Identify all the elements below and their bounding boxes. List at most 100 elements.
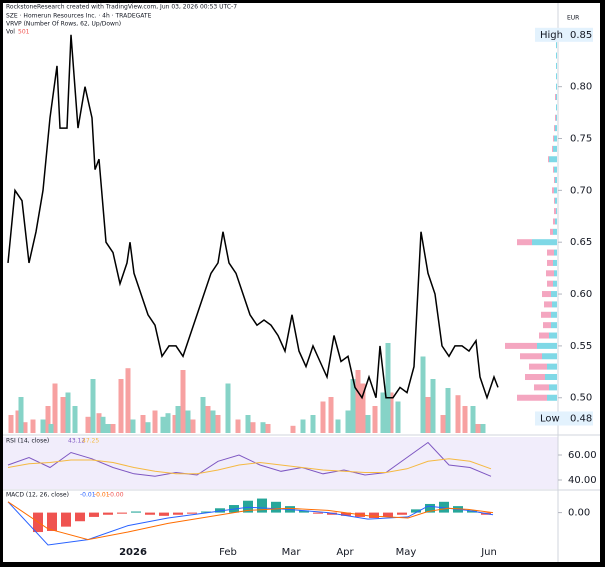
macd-histogram [341, 512, 351, 516]
volume-bar [140, 415, 146, 433]
macd-histogram [89, 512, 99, 517]
profile-up [555, 125, 557, 132]
volume-bar [380, 392, 386, 433]
profile-up [542, 353, 557, 360]
volume-bar [118, 379, 124, 433]
high-value: 0.85 [570, 30, 592, 41]
macd-histogram [201, 511, 211, 513]
profile-down [554, 125, 555, 132]
x-tick-label: Mar [282, 547, 302, 558]
profile-down [547, 249, 554, 256]
legend-value: 47.25 [82, 438, 99, 445]
volume-bar [360, 383, 366, 433]
profile-up [556, 42, 557, 49]
volume-bar [175, 406, 181, 433]
volume-bar [65, 392, 71, 433]
rsi-pane [3, 437, 558, 489]
y-tick-label: 0.65 [570, 237, 592, 248]
volume-bar [60, 397, 66, 433]
volume-bar [152, 410, 158, 433]
profile-up [553, 280, 557, 287]
macd-line [7, 501, 494, 541]
macd-histogram [313, 512, 323, 514]
volume-bar [185, 410, 191, 433]
rsi-legend: RSI (14, close) [6, 438, 49, 445]
macd-histogram [117, 512, 127, 514]
profile-down [553, 166, 554, 173]
volume-bar [245, 415, 251, 433]
macd-histogram [215, 508, 225, 513]
high-tag [535, 27, 593, 42]
volume-bar [145, 422, 151, 433]
macd-histogram [397, 512, 407, 515]
y-tick-label: 40.00 [568, 475, 597, 486]
profile-up [551, 311, 557, 318]
profile-up [553, 145, 557, 152]
volume-bar [260, 422, 266, 433]
macd-histogram [131, 511, 141, 513]
legend-value: -0.01 [94, 492, 110, 499]
volume-bar [462, 406, 468, 433]
macd-histogram [271, 501, 281, 513]
profile-down [550, 228, 553, 235]
profile-down [525, 374, 545, 381]
volume-bar [15, 410, 21, 433]
macd-histogram [425, 503, 435, 513]
volume-bar [110, 424, 116, 433]
volume-bar [52, 383, 58, 433]
volume-bar [90, 379, 96, 433]
volume-bar [100, 416, 106, 433]
y-tick-label: 0.50 [570, 393, 592, 404]
volume-bar [225, 383, 231, 433]
profile-down [517, 239, 532, 246]
volume-bar [172, 415, 178, 433]
profile-down [534, 384, 549, 391]
profile-down [553, 135, 554, 142]
macd-histogram [159, 512, 169, 516]
profile-up [556, 52, 557, 59]
profile-down [555, 114, 556, 121]
volume-bar [250, 422, 256, 433]
profile-down [546, 270, 554, 277]
x-tick-label: Apr [336, 547, 354, 558]
y-tick-label: 0.55 [570, 341, 592, 352]
volume-bar [345, 410, 351, 433]
rsi-line [7, 458, 492, 475]
x-tick-label: May [396, 547, 417, 558]
macd-histogram [61, 512, 71, 527]
volume-bar [22, 422, 28, 433]
profile-up [556, 62, 557, 69]
x-tick-label: 2026 [119, 547, 147, 558]
volume-bar [355, 370, 361, 433]
volume-bar [385, 343, 391, 433]
macd-histogram [47, 512, 57, 531]
legend-value: -0.01 [80, 492, 96, 499]
volume-bar [265, 424, 271, 433]
profile-down [517, 394, 547, 401]
profile-up [547, 363, 557, 370]
macd-histogram [411, 509, 421, 513]
profile-up [551, 322, 557, 329]
currency: EUR [567, 15, 579, 22]
low-label: Low [540, 413, 560, 424]
profile-up [549, 384, 557, 391]
profile-down [539, 332, 549, 339]
macd-histogram [243, 500, 253, 513]
volume-bar [290, 425, 296, 433]
price-line [7, 34, 499, 401]
profile-up [553, 228, 557, 235]
volume-bar [372, 406, 378, 433]
profile-up [551, 291, 557, 298]
profile-up [556, 208, 557, 215]
profile-up [555, 197, 557, 204]
volume-bar [440, 415, 446, 433]
volume-bar [180, 370, 186, 433]
profile-up [556, 104, 557, 111]
volume-bar [45, 406, 51, 433]
macd-legend: MACD (12, 26, close) [6, 492, 69, 499]
profile-up [554, 249, 557, 256]
profile-down [544, 301, 552, 308]
profile-down [554, 208, 556, 215]
volume-bar [445, 388, 451, 433]
